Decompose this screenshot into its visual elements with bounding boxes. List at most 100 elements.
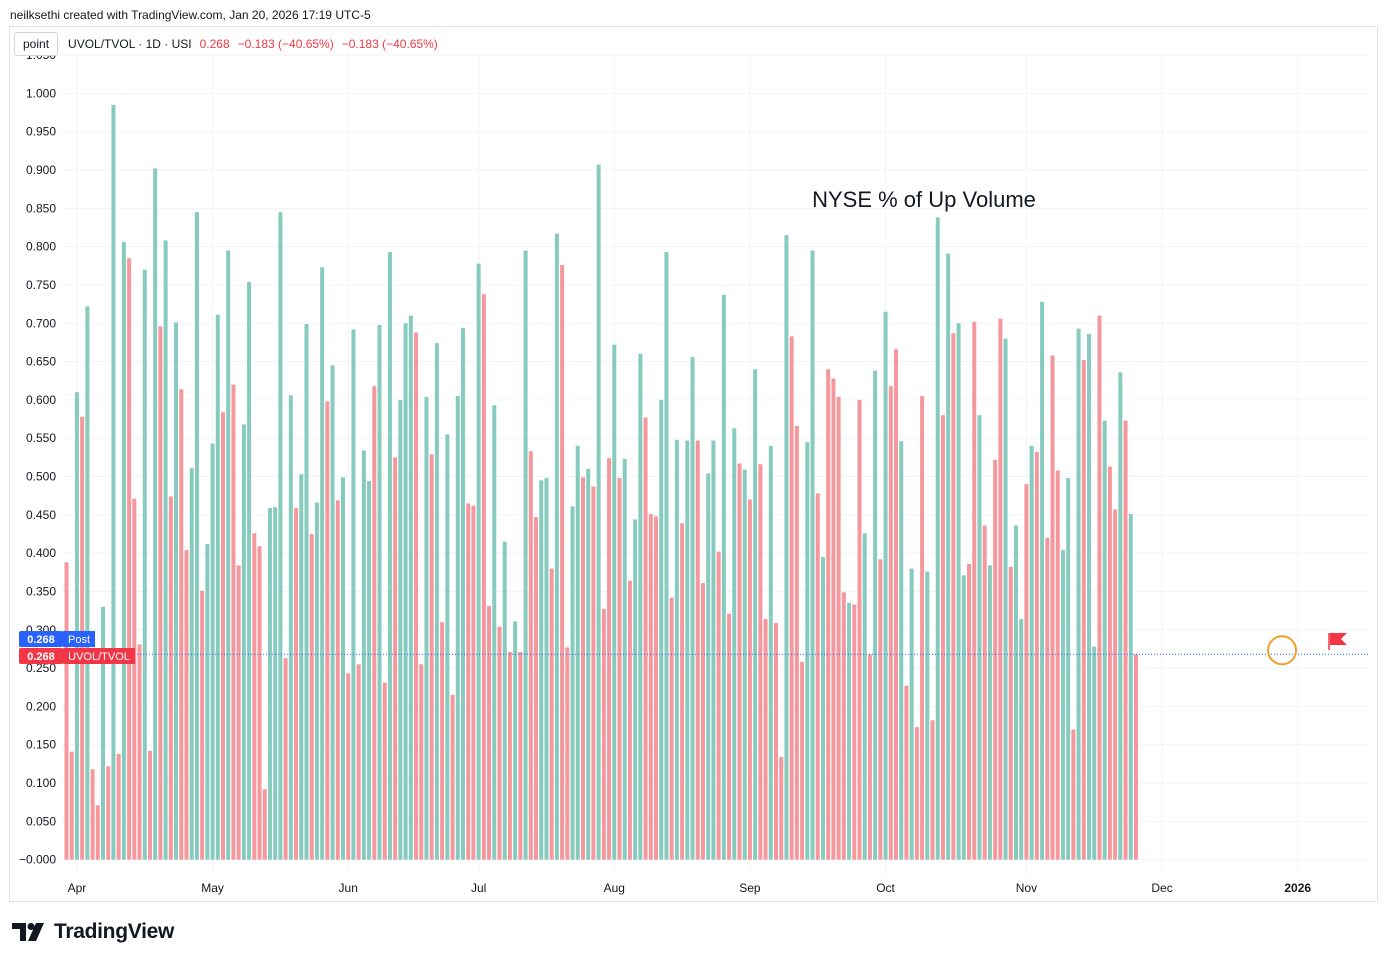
bar[interactable] (987, 565, 992, 860)
bar[interactable] (273, 507, 278, 860)
bar[interactable] (596, 164, 601, 860)
bar[interactable] (534, 517, 539, 860)
bar[interactable] (481, 294, 486, 860)
bar[interactable] (805, 442, 810, 860)
bar[interactable] (147, 750, 152, 860)
bar[interactable] (914, 727, 919, 860)
bar[interactable] (920, 396, 925, 860)
bar[interactable] (951, 333, 956, 860)
bar[interactable] (794, 425, 799, 860)
bar[interactable] (492, 405, 497, 860)
bar[interactable] (935, 217, 940, 860)
bar[interactable] (638, 353, 643, 860)
bar[interactable] (194, 212, 199, 860)
bar[interactable] (200, 590, 205, 860)
bar[interactable] (721, 294, 726, 860)
bar[interactable] (1008, 566, 1013, 860)
bar[interactable] (351, 329, 356, 860)
bar[interactable] (763, 619, 768, 860)
bar[interactable] (1081, 360, 1086, 860)
bar[interactable] (1087, 333, 1092, 860)
bar[interactable] (294, 507, 299, 860)
bar[interactable] (690, 356, 695, 860)
bar[interactable] (998, 318, 1003, 860)
bar[interactable] (168, 496, 173, 860)
bar[interactable] (607, 458, 612, 860)
bar[interactable] (878, 559, 883, 860)
bar[interactable] (267, 507, 272, 860)
bar[interactable] (393, 457, 398, 860)
bar[interactable] (732, 428, 737, 860)
bar[interactable] (711, 440, 716, 860)
bar[interactable] (1029, 445, 1034, 860)
bar[interactable] (575, 445, 580, 860)
bar[interactable] (993, 459, 998, 860)
bar[interactable] (654, 516, 659, 860)
bar[interactable] (64, 562, 69, 860)
bar[interactable] (367, 481, 372, 860)
bar[interactable] (888, 386, 893, 860)
bar[interactable] (163, 240, 168, 860)
bar[interactable] (121, 242, 126, 860)
bar[interactable] (111, 104, 116, 860)
bar[interactable] (304, 324, 309, 860)
bar[interactable] (523, 250, 528, 860)
bar[interactable] (518, 652, 523, 860)
bar[interactable] (554, 233, 559, 860)
bar[interactable] (956, 323, 961, 860)
bar[interactable] (497, 626, 502, 860)
chart-style-button[interactable]: point (14, 32, 59, 56)
bar[interactable] (419, 664, 424, 860)
bar[interactable] (1128, 514, 1133, 860)
bar[interactable] (403, 323, 408, 860)
bar[interactable] (753, 369, 758, 860)
bar[interactable] (612, 344, 617, 860)
bar[interactable] (455, 396, 460, 860)
bar[interactable] (262, 789, 267, 860)
bar[interactable] (1076, 328, 1081, 860)
bar[interactable] (706, 473, 711, 860)
bar[interactable] (184, 550, 189, 860)
bar[interactable] (377, 324, 382, 860)
bar[interactable] (174, 322, 179, 860)
bar[interactable] (69, 751, 74, 860)
bar[interactable] (106, 766, 111, 860)
bar[interactable] (226, 250, 231, 860)
bar[interactable] (424, 396, 429, 860)
bar[interactable] (205, 543, 210, 860)
bar[interactable] (758, 464, 763, 860)
bar[interactable] (1097, 315, 1102, 860)
bar[interactable] (873, 370, 878, 860)
bar[interactable] (1123, 420, 1128, 860)
bar[interactable] (627, 580, 632, 860)
bar[interactable] (221, 412, 226, 860)
bar[interactable] (852, 604, 857, 860)
bar[interactable] (680, 523, 685, 860)
bar[interactable] (1019, 619, 1024, 860)
bar[interactable] (1113, 509, 1118, 860)
bar[interactable] (335, 500, 340, 860)
bar[interactable] (158, 326, 163, 860)
bar[interactable] (325, 401, 330, 860)
bar[interactable] (617, 478, 622, 860)
bar[interactable] (466, 503, 471, 860)
bar[interactable] (132, 498, 137, 860)
bar[interactable] (1045, 537, 1050, 860)
bar[interactable] (977, 415, 982, 860)
bar[interactable] (800, 661, 805, 860)
bar[interactable] (967, 563, 972, 860)
bar[interactable] (1050, 355, 1055, 860)
bar[interactable] (810, 250, 815, 860)
bar[interactable] (414, 332, 419, 860)
bar[interactable] (1066, 478, 1071, 860)
bar[interactable] (716, 551, 721, 860)
bar[interactable] (247, 281, 252, 860)
bar[interactable] (695, 440, 700, 860)
bar[interactable] (278, 212, 283, 860)
bar[interactable] (601, 609, 606, 860)
bar[interactable] (314, 502, 319, 860)
bar[interactable] (982, 525, 987, 860)
bar[interactable] (946, 253, 951, 860)
bar[interactable] (320, 267, 325, 860)
bar[interactable] (909, 568, 914, 860)
